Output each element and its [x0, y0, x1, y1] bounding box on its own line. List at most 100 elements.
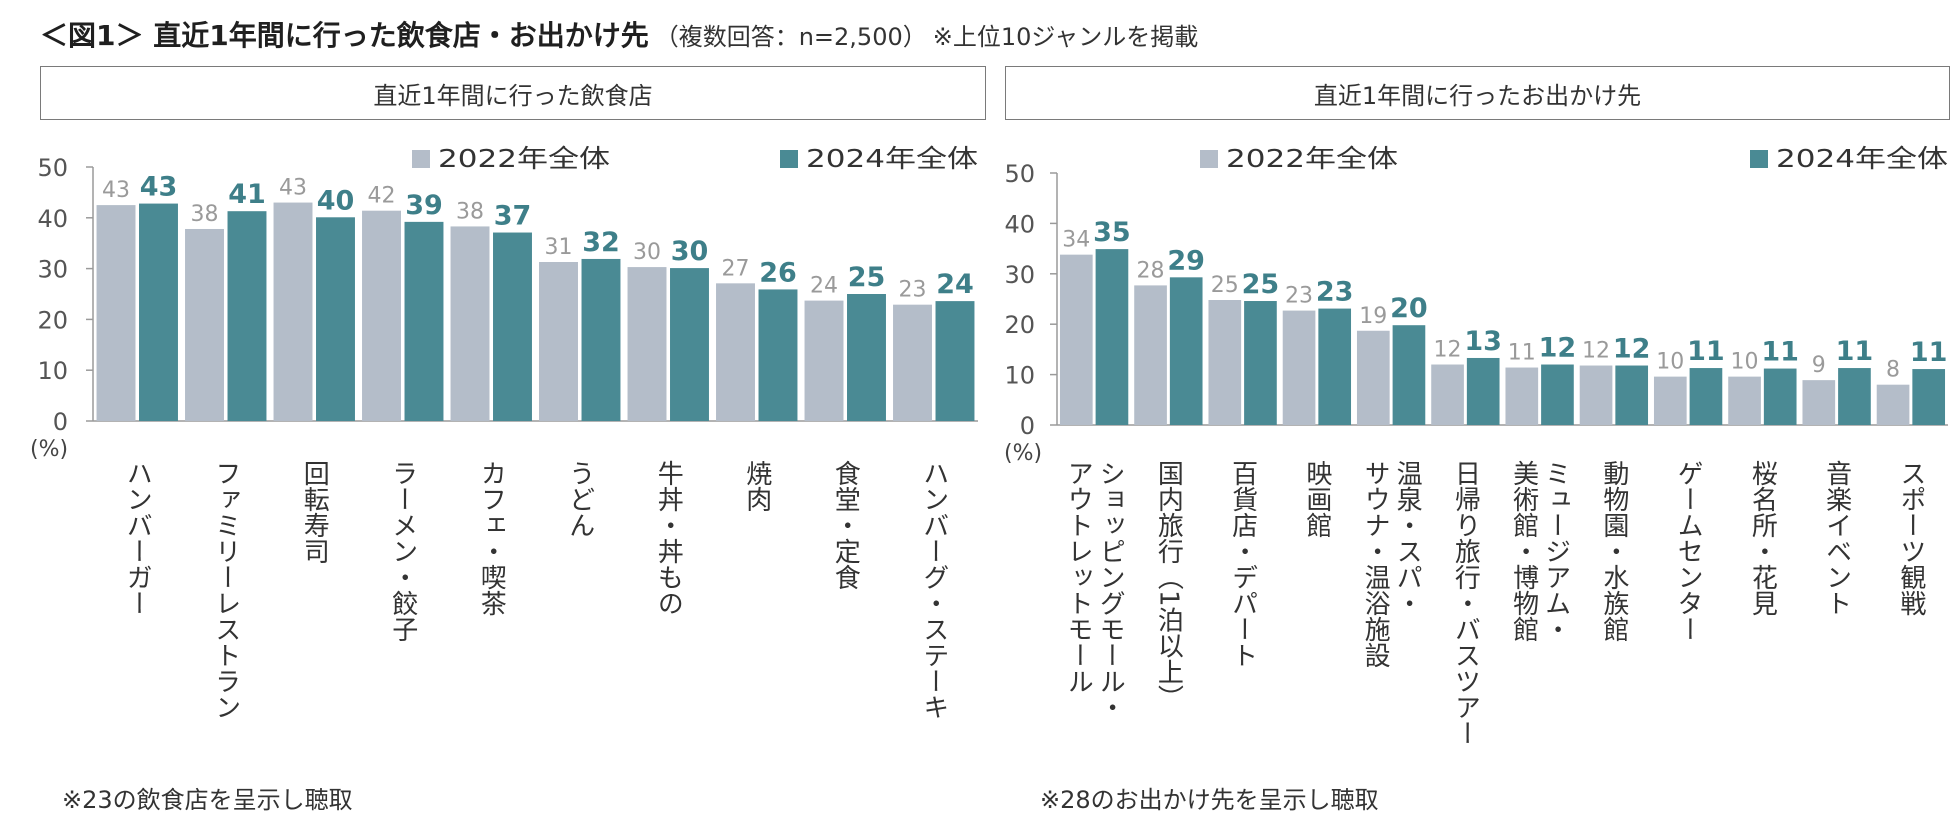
category-label: アウトレットモール: [1063, 460, 1093, 694]
category-label: 焼肉: [742, 460, 772, 512]
bar-2022: [1208, 300, 1242, 425]
data-label-2024: 41: [228, 179, 266, 210]
data-label-2022: 43: [102, 178, 130, 203]
data-label-2024: 25: [1242, 269, 1280, 300]
figure-title-sub: （複数回答：n=2,500）: [654, 23, 927, 51]
category-label: スポーツ観戦: [1896, 460, 1926, 616]
bar-2024: [139, 203, 178, 421]
bar-2024: [758, 289, 798, 421]
bar-2024: [1912, 369, 1946, 425]
footnote-outings: ※28のお出かけ先を呈示し聴取: [1040, 786, 1379, 814]
bar-2022: [1431, 364, 1464, 425]
bar-2024: [1466, 357, 1500, 425]
bar-2024: [1169, 277, 1203, 425]
category-label: ミュージアム・: [1541, 460, 1571, 642]
bar-2022: [362, 210, 401, 421]
data-label-2022: 25: [1211, 273, 1239, 298]
bar-2022: [1728, 376, 1761, 425]
y-tick-label: 50: [1004, 160, 1035, 188]
data-label-2024: 35: [1093, 217, 1131, 248]
bar-2024: [581, 258, 621, 421]
data-label-2024: 43: [140, 172, 178, 203]
bar-2022: [450, 226, 490, 421]
panel-title-outings: 直近1年間に行ったお出かけ先: [1005, 66, 1950, 120]
data-label-2024: 29: [1167, 245, 1205, 276]
category-label: ゲームセンター: [1673, 460, 1703, 642]
bar-2024: [1095, 249, 1129, 425]
bar-2024: [1615, 365, 1649, 425]
data-label-2024: 30: [671, 236, 709, 267]
bar-2022: [627, 267, 667, 421]
footnote-restaurants: ※23の飲食店を呈示し聴取: [62, 786, 353, 814]
bar-2024: [1689, 368, 1723, 425]
data-label-2024: 23: [1316, 277, 1354, 308]
bar-2022: [96, 205, 136, 421]
bar-2024: [1541, 364, 1574, 425]
y-tick-label: 20: [37, 306, 68, 334]
legend-2022-label: 2022年全体: [438, 144, 610, 173]
data-label-2024: 12: [1539, 333, 1577, 364]
data-label-2024: 37: [494, 201, 532, 232]
data-label-2022: 43: [279, 176, 307, 201]
y-tick-label: 0: [1020, 412, 1035, 440]
data-label-2024: 13: [1464, 326, 1502, 357]
data-label-2024: 12: [1613, 334, 1651, 365]
data-label-2024: 20: [1390, 293, 1428, 324]
data-label-2022: 8: [1886, 358, 1900, 383]
bar-2024: [493, 232, 532, 421]
data-label-2022: 34: [1062, 228, 1090, 253]
category-label: 日帰り旅行・バスツアー: [1450, 460, 1480, 746]
bar-2022: [185, 228, 224, 421]
data-label-2024: 11: [1761, 337, 1799, 368]
data-label-2024: 39: [405, 190, 443, 221]
bar-2022: [1876, 384, 1910, 425]
data-label-2024: 11: [1687, 336, 1725, 367]
bar-2022: [1579, 365, 1613, 425]
data-label-2022: 10: [1731, 350, 1759, 375]
legend-2022-swatch: [1200, 150, 1218, 168]
bar-2024: [1763, 368, 1797, 425]
category-label: 音楽イベント: [1822, 460, 1852, 616]
bar-2024: [670, 268, 709, 421]
y-tick-label: 10: [1004, 362, 1035, 390]
category-label: ショッピングモール・: [1095, 460, 1125, 720]
category-label: ラーメン・餃子: [388, 460, 418, 642]
data-label-2022: 12: [1582, 339, 1610, 364]
bar-2022: [804, 300, 844, 421]
data-label-2022: 10: [1656, 350, 1684, 375]
bar-2024: [316, 217, 355, 421]
bar-2024: [227, 211, 267, 421]
bar-2024: [1318, 308, 1352, 425]
bar-2022: [1505, 367, 1539, 425]
category-label: ハンバーガー: [122, 460, 152, 616]
legend-2022-label: 2022年全体: [1226, 144, 1398, 173]
bar-2022: [1059, 254, 1093, 425]
data-label-2024: 32: [582, 227, 620, 258]
bar-2024: [1838, 368, 1871, 425]
data-label-2022: 28: [1137, 258, 1165, 283]
y-tick-label: 40: [37, 205, 68, 233]
data-label-2022: 27: [722, 256, 750, 281]
category-label: 回転寿司: [299, 460, 329, 564]
y-tick-label: 20: [1004, 311, 1035, 339]
category-label: 温泉・スパ・: [1392, 460, 1422, 616]
data-label-2022: 42: [368, 184, 396, 209]
unit-label: (%): [1004, 441, 1042, 466]
figure-title-note: ※上位10ジャンルを掲載: [932, 23, 1199, 51]
unit-label: (%): [30, 437, 68, 462]
y-tick-label: 10: [37, 357, 68, 385]
bar-2022: [273, 202, 313, 421]
y-tick-label: 0: [53, 408, 68, 436]
data-label-2022: 23: [899, 278, 927, 303]
data-label-2024: 26: [759, 257, 797, 288]
y-tick-label: 40: [1004, 210, 1035, 238]
legend-2024-swatch: [1750, 150, 1768, 168]
bar-2022: [539, 261, 578, 421]
data-label-2024: 11: [1836, 336, 1874, 367]
bar-2024: [404, 221, 444, 421]
bar-2022: [1653, 376, 1687, 425]
category-label: ファミリーレストラン: [211, 460, 241, 720]
figure-title-main: ＜図1＞ 直近1年間に行った飲食店・お出かけ先: [40, 19, 649, 52]
data-label-2024: 24: [936, 269, 974, 300]
